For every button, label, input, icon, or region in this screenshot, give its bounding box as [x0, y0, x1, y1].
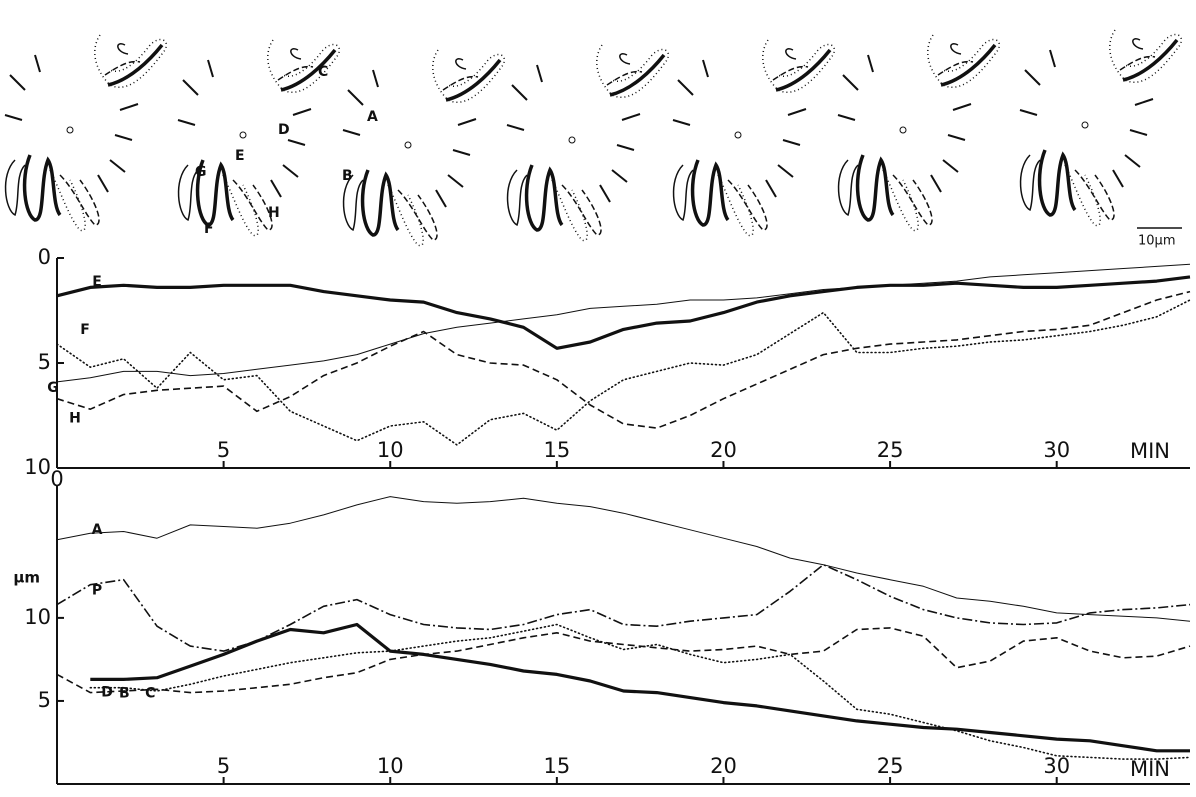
x-tick-label: 5 [217, 754, 230, 778]
x-tick-label: 15 [543, 754, 570, 778]
series-label: C [145, 686, 155, 702]
series-line [56, 275, 1191, 350]
series-label: B [119, 685, 130, 701]
y-tick-label: 10 [24, 455, 51, 479]
y-tick-label: 5 [38, 688, 51, 712]
series-line [90, 622, 1190, 753]
x-tick-label: 25 [877, 754, 904, 778]
cell-sketch [3, 33, 169, 233]
series-line [56, 563, 1191, 652]
sketch-label: G [195, 164, 207, 180]
cell-sketch [1018, 28, 1184, 228]
x-axis-label: MIN [1130, 439, 1170, 463]
sketch-label: E [235, 148, 245, 164]
x-tick-label: 15 [543, 438, 570, 462]
y-tick-label: 0 [38, 245, 51, 269]
x-tick-label: 25 [877, 438, 904, 462]
series-label: A [92, 522, 103, 538]
series-label: F [80, 322, 90, 338]
y-axis-label: µm [13, 569, 40, 587]
series-line [89, 623, 1191, 760]
series-line [56, 290, 1191, 429]
cell-sketch [836, 33, 1002, 233]
x-axis-label: MIN [1130, 757, 1170, 781]
scale-label: 10µm [1138, 234, 1175, 249]
x-tick-label: 20 [710, 754, 737, 778]
y-tick-label: 5 [38, 350, 51, 374]
sketch-label: C [318, 64, 328, 80]
x-tick-label: 0 [50, 467, 63, 491]
cell-sketch [671, 38, 837, 238]
cell-sketch [176, 38, 342, 238]
series-label: G [47, 380, 59, 396]
series-label: P [92, 583, 102, 599]
series-line [56, 627, 1191, 694]
cell-sketch [505, 43, 671, 243]
sketch-label: H [268, 205, 280, 221]
sketch-label: D [278, 122, 290, 138]
y-tick-label: 10 [24, 605, 51, 629]
x-tick-label: 10 [377, 438, 404, 462]
sketch-label: A [367, 109, 378, 125]
series-label: D [101, 684, 113, 700]
series-label: E [92, 274, 102, 290]
sketch-label: F [204, 221, 214, 237]
x-tick-label: 30 [1043, 754, 1070, 778]
series-label: H [69, 411, 81, 427]
x-tick-label: 20 [710, 438, 737, 462]
cell-sketch [341, 48, 507, 248]
series-line [56, 299, 1191, 446]
sketch-label: B [342, 168, 353, 184]
series-line [56, 496, 1191, 622]
x-tick-label: 30 [1043, 438, 1070, 462]
x-tick-label: 10 [377, 754, 404, 778]
series-line [56, 263, 1191, 383]
x-tick-label: 5 [217, 438, 230, 462]
